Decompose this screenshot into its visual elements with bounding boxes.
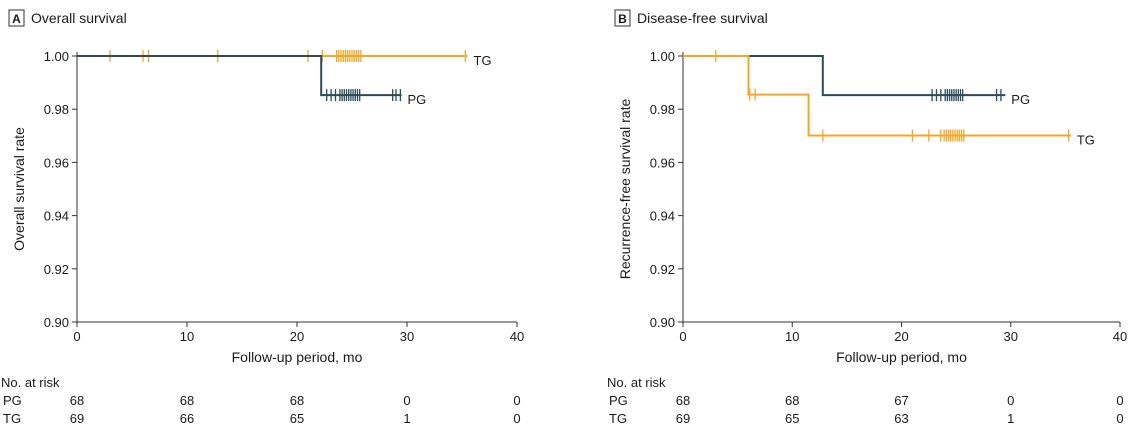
survival-curve-pg xyxy=(683,55,1006,97)
at-risk-value: 68 xyxy=(70,393,84,408)
x-axis-label: Follow-up period, mo xyxy=(232,349,363,365)
at-risk-value: 0 xyxy=(1007,393,1014,408)
y-tick-label: 1.00 xyxy=(44,49,69,64)
x-tick-label: 0 xyxy=(679,329,686,344)
y-tick-label: 0.90 xyxy=(44,315,69,330)
at-risk-row-label: TG xyxy=(609,411,627,426)
panel-letter: A xyxy=(12,12,21,26)
series-label-pg: PG xyxy=(1011,92,1030,107)
at-risk-value: 67 xyxy=(894,393,908,408)
at-risk-row-label: TG xyxy=(3,411,21,426)
x-tick-label: 30 xyxy=(1004,329,1018,344)
at-risk-value: 0 xyxy=(1116,393,1123,408)
at-risk-value: 0 xyxy=(513,393,520,408)
y-tick-label: 0.90 xyxy=(650,315,675,330)
series-label-pg: PG xyxy=(408,92,427,107)
y-axis-label: Overall survival rate xyxy=(11,127,27,251)
y-tick-label: 0.98 xyxy=(44,102,69,117)
panel-letter-box xyxy=(8,9,25,27)
at-risk-value: 66 xyxy=(180,411,194,426)
survival-curve-tg xyxy=(683,55,1071,137)
panel-title: Disease-free survival xyxy=(637,10,768,26)
series-label-tg: TG xyxy=(474,53,492,68)
survival-curve-pg xyxy=(77,55,402,97)
y-tick-label: 0.94 xyxy=(44,209,69,224)
y-tick-label: 0.94 xyxy=(650,209,675,224)
at-risk-value: 68 xyxy=(785,393,799,408)
panel-letter: B xyxy=(618,12,627,26)
x-tick-label: 0 xyxy=(73,329,80,344)
at-risk-header: No. at risk xyxy=(607,375,666,390)
y-tick-label: 0.92 xyxy=(650,262,675,277)
at-risk-row-label: PG xyxy=(3,393,22,408)
at-risk-value: 0 xyxy=(1116,411,1123,426)
x-tick-label: 20 xyxy=(894,329,908,344)
x-tick-label: 30 xyxy=(400,329,414,344)
at-risk-row-label: PG xyxy=(609,393,628,408)
at-risk-value: 0 xyxy=(513,411,520,426)
at-risk-value: 1 xyxy=(403,411,410,426)
y-tick-label: 0.98 xyxy=(650,102,675,117)
at-risk-value: 69 xyxy=(70,411,84,426)
at-risk-value: 0 xyxy=(403,393,410,408)
at-risk-value: 68 xyxy=(180,393,194,408)
x-tick-label: 10 xyxy=(785,329,799,344)
at-risk-value: 65 xyxy=(290,411,304,426)
at-risk-value: 1 xyxy=(1007,411,1014,426)
y-axis-label: Recurrence-free survival rate xyxy=(617,99,633,280)
at-risk-value: 68 xyxy=(676,393,690,408)
y-tick-label: 0.96 xyxy=(650,155,675,170)
panel-letter-box xyxy=(614,9,631,27)
x-axis-label: Follow-up period, mo xyxy=(836,349,967,365)
x-tick-label: 20 xyxy=(290,329,304,344)
x-tick-label: 40 xyxy=(510,329,524,344)
y-tick-label: 1.00 xyxy=(650,49,675,64)
at-risk-value: 68 xyxy=(290,393,304,408)
at-risk-value: 65 xyxy=(785,411,799,426)
x-tick-label: 40 xyxy=(1113,329,1127,344)
at-risk-value: 63 xyxy=(894,411,908,426)
y-tick-label: 0.96 xyxy=(44,155,69,170)
at-risk-value: 69 xyxy=(676,411,690,426)
panel-title: Overall survival xyxy=(31,10,127,26)
y-tick-label: 0.92 xyxy=(44,262,69,277)
series-label-tg: TG xyxy=(1077,133,1095,148)
at-risk-header: No. at risk xyxy=(1,375,60,390)
x-tick-label: 10 xyxy=(180,329,194,344)
